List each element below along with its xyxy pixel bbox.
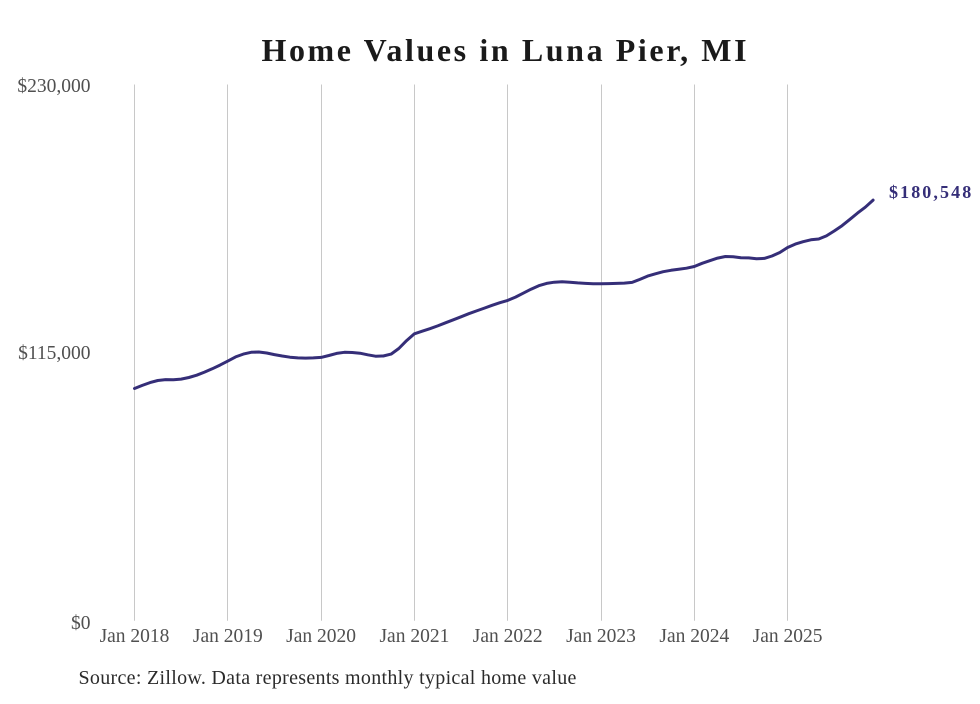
svg-text:Jan 2024: Jan 2024: [659, 626, 729, 647]
svg-text:Jan 2025: Jan 2025: [753, 626, 823, 647]
svg-text:Jan 2018: Jan 2018: [100, 626, 170, 647]
svg-text:Jan 2020: Jan 2020: [286, 626, 356, 647]
svg-text:$180,548: $180,548: [889, 182, 973, 202]
svg-text:Source: Zillow. Data represent: Source: Zillow. Data represents monthly …: [79, 667, 577, 689]
svg-text:$0: $0: [71, 613, 91, 634]
svg-text:$115,000: $115,000: [18, 343, 90, 364]
svg-text:Home Values in Luna Pier, MI: Home Values in Luna Pier, MI: [261, 32, 749, 68]
svg-text:Jan 2019: Jan 2019: [193, 626, 263, 647]
svg-text:$230,000: $230,000: [17, 76, 90, 97]
svg-text:Jan 2021: Jan 2021: [379, 626, 449, 647]
svg-text:Jan 2022: Jan 2022: [473, 626, 543, 647]
svg-text:Jan 2023: Jan 2023: [566, 626, 636, 647]
